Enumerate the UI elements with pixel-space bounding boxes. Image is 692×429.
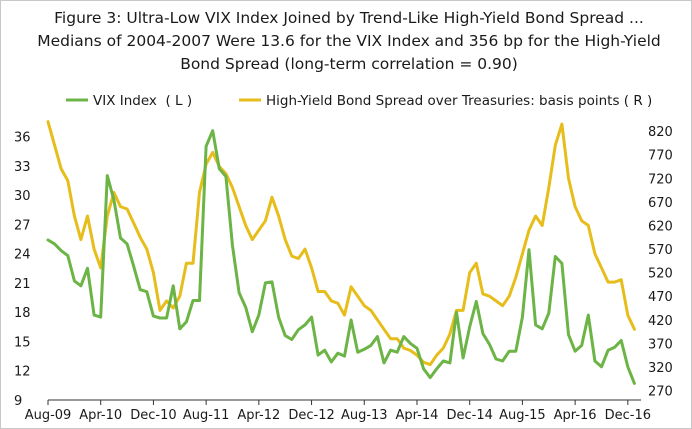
y-left-tick-label: 30 [14, 189, 31, 204]
y-right-tick-label: 470 [648, 290, 673, 305]
y-left-tick-label: 15 [14, 335, 31, 350]
y-right-tick-label: 570 [648, 243, 673, 258]
chart-axes: Aug-09 Apr-10 Dec-10 Aug-11 Apr-12 Dec-12 Aug-… [14, 125, 673, 423]
y-left-tick-label: 9 [14, 394, 22, 409]
x-tick-label: Apr-12 [237, 408, 280, 423]
y-right-tick-label: 520 [648, 267, 673, 282]
legend-label-vix: VIX Index ( L ) [93, 93, 192, 109]
y-right-tick-label: 720 [648, 172, 673, 187]
chart-title: Figure 3: Ultra-Low VIX Index Joined by … [37, 9, 661, 73]
x-tick-label: Apr-14 [396, 408, 439, 423]
y-left-tick-label: 24 [14, 248, 31, 263]
x-tick-label: Dec-10 [130, 408, 176, 423]
series-line-hy-spread [46, 120, 636, 367]
y-left-tick-label: 18 [14, 306, 31, 321]
y-left-tick-label: 12 [14, 365, 31, 380]
y-right-tick-label: 420 [648, 314, 673, 329]
x-tick-label: Apr-10 [79, 408, 122, 423]
y-right-tick-label: 770 [648, 149, 673, 164]
x-tick-label: Aug-15 [499, 408, 546, 423]
chart-legend: VIX Index ( L ) High-Yield Bond Spread o… [66, 93, 652, 109]
series-line-vix [46, 129, 636, 385]
x-tick-label: Aug-13 [341, 408, 388, 423]
x-tick-label: Apr-16 [554, 408, 597, 423]
y-left-tick-label: 36 [14, 131, 31, 146]
plot-area [46, 120, 636, 385]
y-left-tick-label: 33 [14, 160, 31, 175]
y-right-tick-label: 270 [648, 385, 673, 400]
y-right-tick-label: 370 [648, 337, 673, 352]
x-tick-label: Dec-16 [605, 408, 651, 423]
legend-label-hy-spread: High-Yield Bond Spread over Treasuries: … [266, 93, 652, 109]
x-tick-label: Dec-12 [288, 408, 334, 423]
x-tick-label: Aug-09 [25, 408, 72, 423]
y-right-tick-label: 820 [648, 125, 673, 140]
y-right-tick-label: 670 [648, 196, 673, 211]
x-tick-label: Dec-14 [446, 408, 492, 423]
y-right-tick-label: 620 [648, 219, 673, 234]
y-left-tick-label: 21 [14, 277, 31, 292]
x-tick-label: Aug-11 [183, 408, 230, 423]
y-left-tick-label: 27 [14, 218, 31, 233]
y-right-tick-label: 320 [648, 361, 673, 376]
